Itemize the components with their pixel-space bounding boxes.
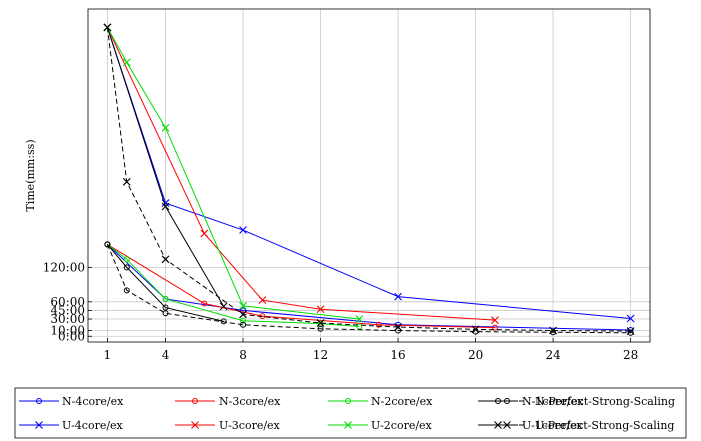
data-point	[161, 255, 170, 264]
y-tick-label: 10:00	[50, 324, 85, 338]
data-point	[35, 421, 43, 429]
legend-label: N-2core/ex	[371, 395, 433, 408]
y-tick-label: 0:00	[58, 329, 85, 343]
legend-label: N-3core/ex	[219, 395, 281, 408]
x-tick-label: 24	[545, 348, 561, 362]
legend-entry: U-4core/ex	[19, 419, 124, 432]
data-point	[395, 327, 402, 334]
data-point	[201, 300, 208, 307]
series-u-4core-ex	[103, 23, 635, 323]
data-point	[103, 23, 112, 32]
x-tick-label: 8	[239, 348, 247, 362]
data-point	[375, 321, 382, 328]
x-tick-label: 16	[390, 348, 405, 362]
series-line	[106, 27, 360, 320]
y-axis-label: Time(mm:ss)	[24, 139, 37, 211]
series-n-perfect-strong-scaling	[104, 241, 634, 336]
grid	[88, 9, 650, 342]
y-tick-label: 60:00	[50, 295, 85, 309]
series-lines	[103, 23, 635, 336]
data-point	[491, 316, 499, 325]
data-point	[626, 314, 635, 323]
data-point	[122, 58, 131, 67]
legend-label: U-Perfect-Strong-Scaling	[535, 419, 674, 432]
series-line	[106, 27, 631, 332]
data-point	[240, 317, 247, 324]
data-point	[317, 325, 324, 332]
data-point	[316, 305, 325, 314]
data-point	[316, 319, 325, 327]
data-point	[162, 304, 169, 311]
data-point	[104, 241, 111, 248]
plot-area-frame	[87, 8, 651, 343]
x-tick-label: 1	[104, 348, 112, 362]
data-point	[162, 310, 169, 317]
y-tick-label: 120:00	[43, 260, 85, 274]
data-point	[355, 315, 364, 323]
legend-label: U-3core/ex	[219, 419, 281, 432]
series-line	[106, 244, 224, 322]
data-point	[191, 421, 199, 429]
data-point	[161, 123, 170, 132]
series-line	[107, 244, 360, 327]
data-point	[161, 202, 170, 211]
y-tick-label: 45:00	[50, 303, 85, 317]
data-point	[200, 229, 209, 238]
legend-entry: U-2core/ex	[328, 419, 433, 432]
legend-entry: N-Perfect-Strong-Scaling	[487, 395, 675, 408]
legend-entry: U-Perfect-Strong-Scaling	[487, 419, 674, 432]
data-point	[356, 323, 363, 330]
legend-frame	[14, 387, 687, 439]
legend-label: U-1core/ex	[522, 419, 584, 432]
data-point	[549, 326, 557, 335]
data-point	[394, 292, 402, 301]
series-u-perfect-strong-scaling	[103, 23, 635, 335]
legend-label: U-4core/ex	[62, 419, 124, 432]
data-point	[239, 310, 247, 319]
legend-entry: U-3core/ex	[175, 419, 281, 432]
data-point	[626, 327, 635, 335]
data-point	[192, 398, 198, 404]
data-point	[491, 324, 498, 331]
data-point	[258, 296, 267, 304]
legend-entry: N-3core/ex	[175, 395, 281, 408]
series-line	[106, 244, 631, 334]
series-line	[106, 27, 631, 319]
data-point	[344, 421, 352, 429]
series-line	[107, 244, 631, 331]
data-point	[239, 301, 247, 310]
data-point	[504, 398, 510, 404]
x-tick-label: 20	[468, 348, 483, 362]
data-point	[219, 302, 228, 311]
legend-entry: N-4core/ex	[19, 395, 124, 408]
data-point	[394, 323, 402, 331]
data-point	[240, 321, 247, 328]
legend: N-4core/ex N-3core/ex N-2core/ex N-1core/ex…	[14, 387, 687, 439]
data-point	[123, 287, 130, 294]
data-point	[162, 295, 169, 302]
y-tick-label: 30:00	[50, 312, 85, 326]
data-point	[239, 226, 247, 234]
legend-entry: N-2core/ex	[328, 395, 433, 408]
data-point	[122, 177, 131, 186]
legend-label: N-Perfect-Strong-Scaling	[535, 395, 675, 408]
data-point	[345, 398, 351, 404]
data-point	[36, 398, 42, 404]
x-tick-label: 12	[313, 348, 328, 362]
data-point	[471, 325, 480, 334]
series-n-2core-ex	[104, 241, 363, 330]
legend-label: N-4core/ex	[62, 395, 124, 408]
data-point	[240, 307, 247, 314]
x-tick-label: 4	[162, 348, 170, 362]
x-tick-label: 28	[623, 348, 638, 362]
data-point	[220, 318, 227, 325]
data-point	[503, 421, 511, 429]
data-point	[123, 256, 130, 263]
legend-label: N-1core/ex	[522, 395, 584, 408]
data-point	[123, 264, 130, 271]
legend-label: U-2core/ex	[371, 419, 433, 432]
